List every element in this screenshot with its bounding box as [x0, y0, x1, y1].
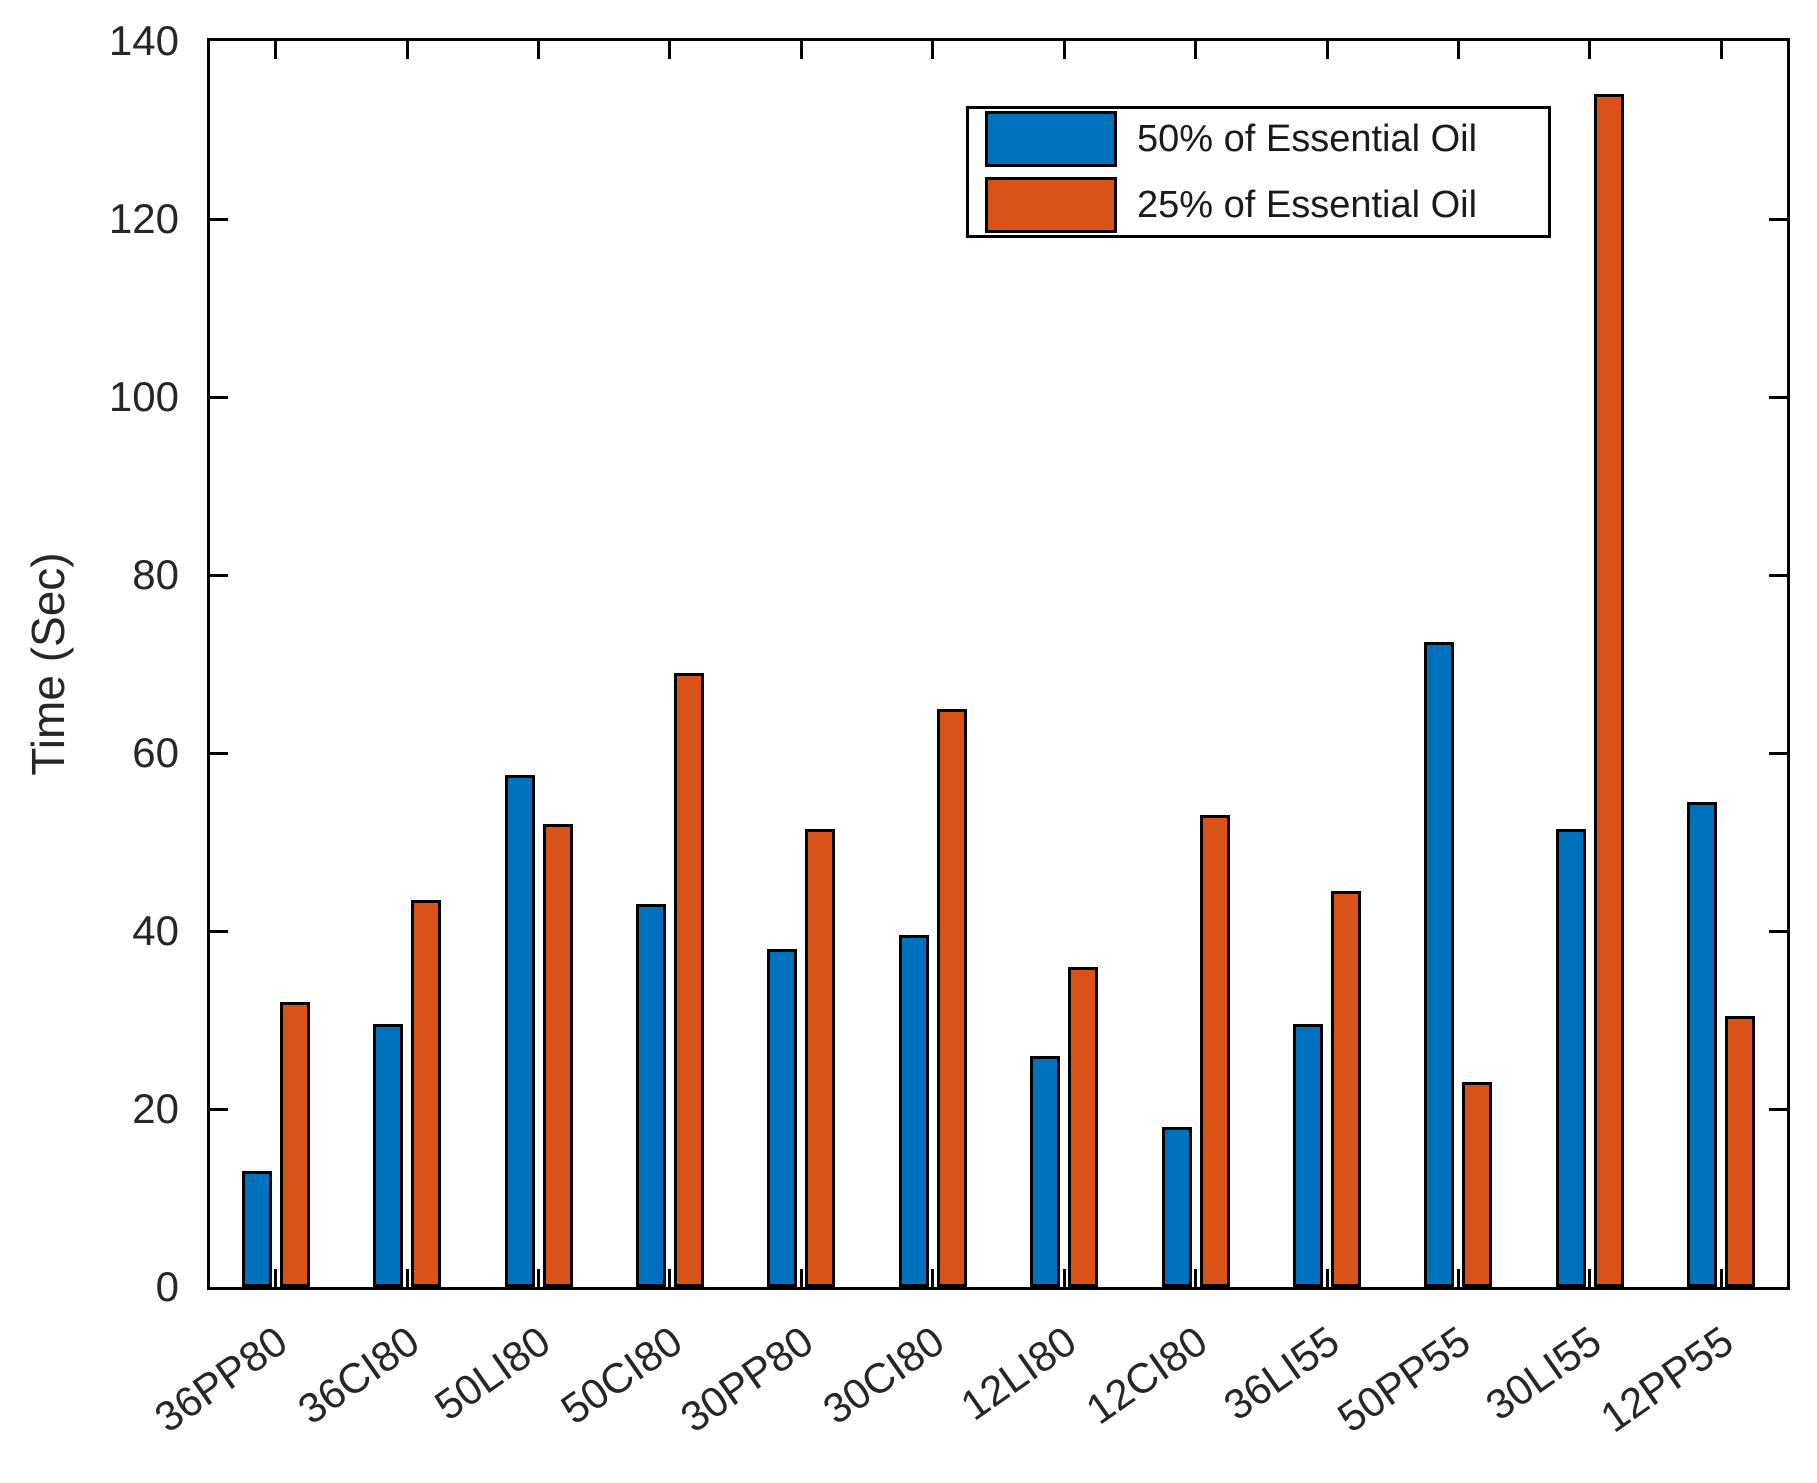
legend: 50% of Essential Oil 25% of Essential Oi…	[966, 106, 1551, 238]
bar-50pct-36CI80	[373, 1024, 404, 1287]
x-tick-mark	[1456, 1269, 1460, 1287]
x-tick-mark	[1719, 41, 1723, 59]
y-tick-mark	[210, 217, 228, 221]
legend-label: 50% of Essential Oil	[1137, 117, 1478, 160]
x-tick-mark	[668, 1269, 672, 1287]
y-tick-label: 60	[132, 729, 179, 776]
y-tick-label: 100	[108, 373, 179, 420]
y-tick-label: 140	[108, 17, 179, 64]
x-tick-mark	[405, 41, 409, 59]
x-tick-mark	[1588, 41, 1592, 59]
y-tick-label: 0	[155, 1263, 179, 1310]
bar-50pct-50LI80	[504, 775, 535, 1287]
x-tick-label: 50LI80	[426, 1317, 559, 1430]
y-tick-mark	[1769, 929, 1787, 933]
bar-25pct-36PP80	[279, 1002, 310, 1287]
x-tick-mark	[931, 1269, 935, 1287]
y-tick-mark	[1769, 1107, 1787, 1111]
x-tick-mark	[1062, 41, 1066, 59]
bar-50pct-50CI80	[635, 904, 666, 1287]
x-tick-mark	[537, 41, 541, 59]
y-tick-label: 40	[132, 907, 179, 954]
bar-25pct-30CI80	[936, 708, 967, 1287]
legend-swatch-orange	[985, 177, 1117, 233]
x-tick-label: 12LI80	[951, 1317, 1085, 1430]
y-tick-mark	[1769, 573, 1787, 577]
y-tick-mark	[210, 395, 228, 399]
y-axis-tick-labels: 0 20 40 60 80 100 120 140	[0, 17, 193, 1310]
x-tick-mark	[1194, 1269, 1198, 1287]
y-tick-label: 20	[132, 1085, 179, 1132]
x-tick-mark	[1588, 1269, 1592, 1287]
bar-25pct-30LI55	[1593, 94, 1624, 1287]
legend-label: 25% of Essential Oil	[1137, 183, 1478, 226]
bar-25pct-12LI80	[1068, 966, 1099, 1287]
x-tick-label: 36LI55	[1214, 1317, 1348, 1430]
x-tick-mark	[274, 41, 278, 59]
plot-area	[207, 38, 1790, 1290]
x-tick-mark	[799, 41, 803, 59]
y-tick-mark	[1769, 395, 1787, 399]
x-tick-label: 12CI80	[1077, 1317, 1216, 1434]
x-tick-label: 12PP55	[1591, 1317, 1742, 1442]
y-tick-mark	[1769, 751, 1787, 755]
bar-50pct-50PP55	[1424, 641, 1455, 1287]
x-tick-mark	[1719, 1269, 1723, 1287]
legend-swatch-blue	[985, 111, 1117, 167]
bar-50pct-30LI55	[1555, 828, 1586, 1287]
x-axis-tick-labels: 36PP80 36CI80 50LI80 50CI80 30PP80 30CI80 12LI…	[146, 1307, 1790, 1483]
x-tick-label: 36PP80	[146, 1317, 296, 1442]
plot-inner	[210, 41, 1787, 1287]
legend-entry-25pct: 25% of Essential Oil	[985, 177, 1532, 233]
bar-25pct-50PP55	[1462, 1082, 1493, 1287]
x-tick-mark	[668, 41, 672, 59]
bar-50pct-30CI80	[898, 935, 929, 1287]
x-tick-mark	[1194, 41, 1198, 59]
bar-25pct-36LI55	[1331, 890, 1362, 1287]
x-tick-label: 50PP55	[1329, 1317, 1479, 1442]
x-tick-mark	[1325, 1269, 1329, 1287]
bar-25pct-12PP55	[1725, 1015, 1756, 1287]
bar-50pct-12PP55	[1687, 801, 1718, 1287]
y-tick-mark	[1769, 217, 1787, 221]
y-tick-label: 80	[132, 551, 179, 598]
bar-25pct-36CI80	[411, 899, 442, 1287]
y-tick-mark	[210, 1107, 228, 1111]
bar-25pct-30PP80	[805, 828, 836, 1287]
bar-50pct-12CI80	[1161, 1126, 1192, 1287]
x-tick-mark	[931, 41, 935, 59]
y-tick-mark	[210, 751, 228, 755]
x-tick-mark	[405, 1269, 409, 1287]
x-tick-mark	[1062, 1269, 1066, 1287]
x-tick-mark	[537, 1269, 541, 1287]
legend-entry-50pct: 50% of Essential Oil	[985, 111, 1532, 167]
x-tick-label: 30LI55	[1477, 1317, 1610, 1430]
y-tick-mark	[210, 929, 228, 933]
x-tick-mark	[1456, 41, 1460, 59]
bar-50pct-30PP80	[767, 948, 798, 1287]
x-tick-mark	[799, 1269, 803, 1287]
x-tick-label: 30PP80	[671, 1317, 822, 1442]
x-tick-mark	[274, 1269, 278, 1287]
x-tick-label: 30CI80	[814, 1317, 953, 1434]
bar-50pct-36LI55	[1293, 1024, 1324, 1287]
bar-25pct-12CI80	[1199, 815, 1230, 1287]
bar-50pct-36PP80	[241, 1171, 272, 1287]
x-tick-mark	[1325, 41, 1329, 59]
y-tick-mark	[210, 573, 228, 577]
bar-50pct-12LI80	[1030, 1055, 1061, 1287]
y-tick-label: 120	[108, 195, 179, 242]
bar-25pct-50LI80	[542, 824, 573, 1287]
x-tick-label: 50CI80	[552, 1317, 690, 1434]
x-tick-label: 36CI80	[289, 1317, 428, 1434]
bar-25pct-50CI80	[673, 672, 704, 1287]
